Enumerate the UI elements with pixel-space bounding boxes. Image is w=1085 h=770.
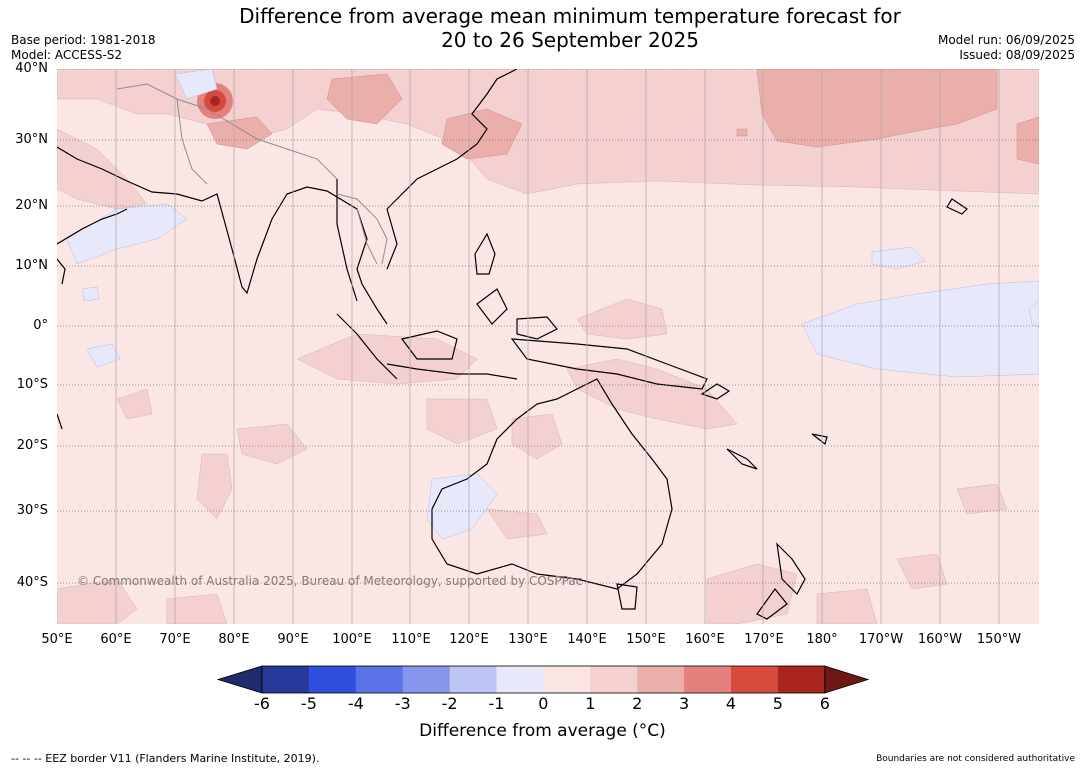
lon-label-50e: 50°E <box>41 632 73 647</box>
lon-label-120e: 120°E <box>449 632 489 647</box>
lon-label-170e: 170°E <box>744 632 784 647</box>
model-run-text: Model run: 06/09/2025 <box>937 33 1075 47</box>
lon-label-90e: 90°E <box>277 632 309 647</box>
boundaries-disclaimer: Boundaries are not considered authoritat… <box>876 754 1075 764</box>
lon-label-140e: 140°E <box>567 632 607 647</box>
colorbar-swatch-8 <box>637 666 685 693</box>
map-canvas <box>57 69 1039 624</box>
lon-label-70e: 70°E <box>159 632 191 647</box>
colorbar-under-arrow <box>216 665 263 694</box>
colorbar-swatch-6 <box>543 666 591 693</box>
anomaly-2-3-regions <box>206 69 1039 165</box>
lat-label-10n: 10°N <box>15 258 48 273</box>
meta-left: Base period: 1981-2018 Model: ACCESS-S2 <box>11 33 156 63</box>
colorbar-tick-label: 2 <box>632 694 643 713</box>
colorbar-tick-label: -6 <box>254 694 270 713</box>
colorbar-swatch-3 <box>402 666 451 693</box>
colorbar-swatch-7 <box>590 666 638 693</box>
colorbar-tick-label: 3 <box>679 694 690 713</box>
lat-label-equator: 0° <box>33 318 48 333</box>
lat-label-40n: 40°N <box>15 61 48 76</box>
colorbar-tick-label: 5 <box>772 694 783 713</box>
colorbar-over-arrow <box>824 665 870 694</box>
model-text: Model: ACCESS-S2 <box>11 48 123 62</box>
lon-label-100e: 100°E <box>332 632 372 647</box>
colorbar-swatch-0 <box>262 666 310 693</box>
anomaly-negative-regions <box>66 69 1039 540</box>
colorbar-swatch-5 <box>496 666 544 693</box>
colorbar-tick-label: -4 <box>347 694 364 713</box>
meta-right: Model run: 06/09/2025 Issued: 08/09/2025 <box>938 33 1075 63</box>
lon-label-170w: 170°W <box>858 632 904 647</box>
colorbar-tick-label: -5 <box>300 694 317 713</box>
lon-label-160e: 160°E <box>685 632 725 647</box>
lat-label-30n: 30°N <box>15 132 48 147</box>
coastlines <box>57 69 968 620</box>
lat-label-40s: 40°S <box>16 575 48 590</box>
lon-label-80e: 80°E <box>218 632 250 647</box>
colorbar-tick-label: -3 <box>394 694 411 713</box>
lon-label-130e: 130°E <box>508 632 548 647</box>
lon-label-110e: 110°E <box>391 632 431 647</box>
lon-label-150e: 150°E <box>626 632 666 647</box>
colorbar <box>216 665 870 694</box>
colorbar-swatch-11 <box>777 666 826 693</box>
colorbar-tick-label: 1 <box>585 694 596 713</box>
colorbar-tick-label: -1 <box>488 694 505 713</box>
issued-text: Issued: 08/09/2025 <box>959 48 1075 62</box>
copyright-notice: © Commonwealth of Australia 2025, Bureau… <box>77 574 583 588</box>
map-title-line-2: 20 to 26 September 2025 <box>441 28 699 52</box>
meridian-lines <box>115 69 1000 624</box>
colorbar-label: Difference from average (°C) <box>419 721 666 741</box>
colorbar-swatch-10 <box>731 666 779 693</box>
colorbar-swatch-4 <box>449 666 497 693</box>
lon-label-160w: 160°W <box>917 632 963 647</box>
base-period-text: Base period: 1981-2018 <box>11 33 156 47</box>
colorbar-swatch-2 <box>355 666 404 693</box>
lat-label-10s: 10°S <box>16 377 48 392</box>
eez-border-note: -- -- -- EEZ border V11 (Flanders Marine… <box>11 752 320 765</box>
colorbar-tick-label: -2 <box>441 694 458 713</box>
colorbar-frame <box>261 665 826 694</box>
colorbar-swatch-1 <box>308 666 357 693</box>
lat-label-30s: 30°S <box>16 503 48 518</box>
colorbar-tick-label: 4 <box>725 694 737 713</box>
lon-label-180: 180° <box>806 632 838 647</box>
lat-label-20s: 20°S <box>16 438 48 453</box>
lat-label-20n: 20°N <box>15 198 48 213</box>
colorbar-tick-label: 0 <box>538 694 549 713</box>
lon-label-150w: 150°W <box>976 632 1022 647</box>
colorbar-swatch-9 <box>684 666 732 693</box>
colorbar-tick-label: 6 <box>819 694 830 713</box>
forecast-map <box>57 69 1039 624</box>
country-borders <box>116 83 388 265</box>
map-title-line-1: Difference from average mean minimum tem… <box>239 4 901 28</box>
lon-label-60e: 60°E <box>100 632 132 647</box>
